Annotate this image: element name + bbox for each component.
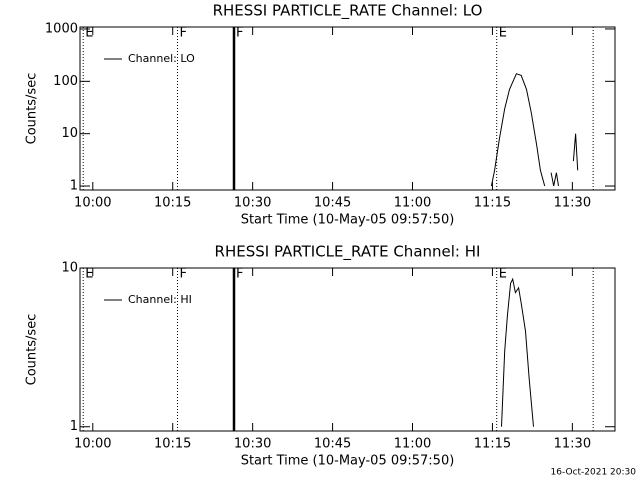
- y-axis-label: Counts/sec: [25, 314, 40, 386]
- x-tick-label: 11:30: [554, 437, 591, 452]
- x-tick-label: 11:00: [394, 437, 431, 452]
- chart-title: RHESSI PARTICLE_RATE Channel: HI: [215, 243, 481, 262]
- y-tick-label: 1000: [45, 21, 78, 36]
- plot-frame: [79, 267, 616, 432]
- y-tick-label: 100: [53, 74, 78, 89]
- flag-label: F: [236, 267, 243, 282]
- x-tick-label: 10:45: [314, 437, 351, 452]
- x-tick-label: 10:45: [314, 196, 351, 211]
- x-tick-label: 10:00: [74, 437, 111, 452]
- x-tick-label: 10:15: [154, 196, 191, 211]
- chart-title: RHESSI PARTICLE_RATE Channel: LO: [213, 2, 483, 21]
- x-tick-label: 10:00: [74, 196, 111, 211]
- y-tick-label: 1: [70, 419, 78, 434]
- data-line: [501, 277, 534, 427]
- y-tick-label: 1: [70, 179, 78, 194]
- y-axis-label: Counts/sec: [25, 73, 40, 145]
- x-tick-label: 10:30: [234, 196, 271, 211]
- plot-frame: [79, 26, 616, 191]
- data-line: [490, 73, 579, 187]
- x-tick-label: 11:15: [474, 196, 511, 211]
- x-axis-label: Start Time (10-May-05 09:57:50): [241, 454, 455, 469]
- flag-label: E: [85, 267, 93, 282]
- legend-label: Channel: LO: [128, 52, 195, 65]
- x-tick-label: 11:15: [474, 437, 511, 452]
- y-tick-label: 10: [61, 126, 78, 141]
- legend-label: Channel: HI: [128, 293, 192, 306]
- flag-label: F: [180, 26, 187, 41]
- x-tick-label: 10:15: [154, 437, 191, 452]
- y-tick-label: 10: [61, 261, 78, 276]
- flag-label: E: [85, 26, 93, 41]
- footer-date: 16-Oct-2021 20:30: [551, 468, 637, 478]
- x-tick-label: 10:30: [234, 437, 271, 452]
- flag-label: E: [499, 26, 507, 41]
- flag-label: F: [236, 26, 243, 41]
- x-tick-label: 11:30: [554, 196, 591, 211]
- flag-label: F: [180, 267, 187, 282]
- flag-label: E: [499, 267, 507, 282]
- x-axis-label: Start Time (10-May-05 09:57:50): [241, 213, 455, 228]
- x-tick-label: 11:00: [394, 196, 431, 211]
